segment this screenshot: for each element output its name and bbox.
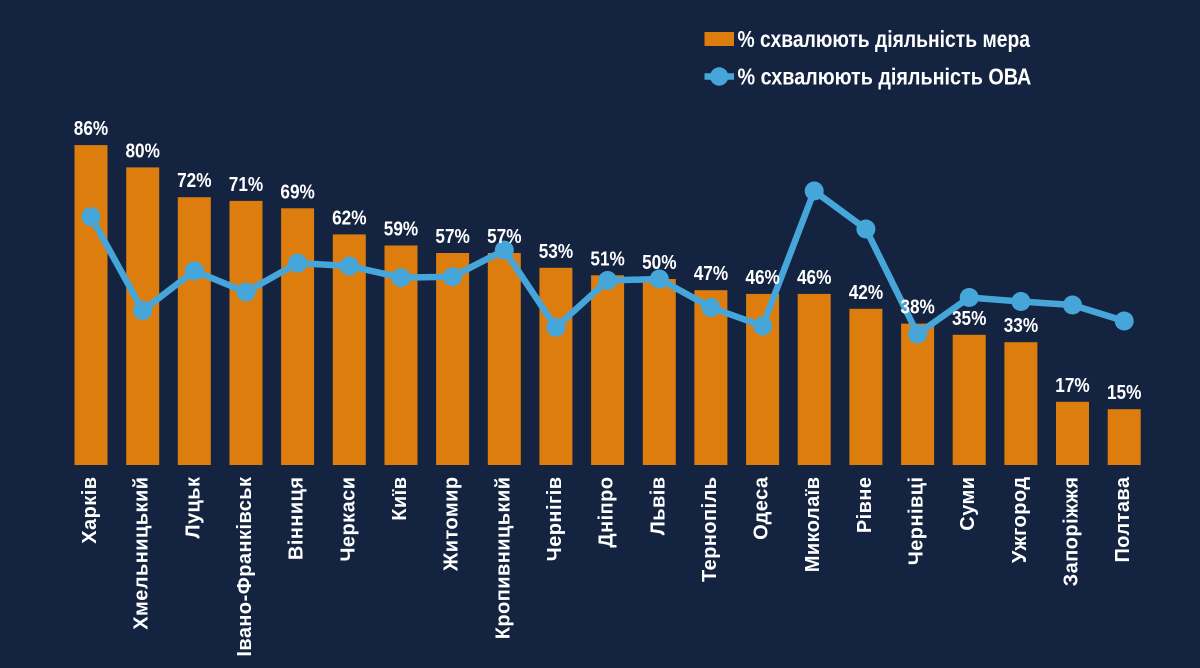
svg-text:Рівне: Рівне	[854, 477, 876, 534]
svg-text:Хмельницький: Хмельницький	[131, 477, 153, 630]
svg-text:62%: 62%	[332, 206, 367, 229]
svg-text:72%: 72%	[177, 169, 212, 192]
svg-text:51%: 51%	[590, 247, 625, 270]
svg-text:Миколаїв: Миколаїв	[802, 477, 824, 573]
svg-text:Дніпро: Дніпро	[596, 477, 618, 548]
svg-text:17%: 17%	[1055, 374, 1090, 397]
svg-text:% схвалюють діяльність ОВА: % схвалюють діяльність ОВА	[738, 64, 1032, 90]
svg-text:69%: 69%	[280, 180, 315, 203]
svg-text:Одеса: Одеса	[751, 476, 773, 540]
svg-text:46%: 46%	[745, 266, 780, 289]
svg-text:33%: 33%	[1004, 314, 1039, 337]
svg-text:Кропивницький: Кропивницький	[492, 477, 514, 640]
svg-text:Вінниця: Вінниця	[286, 477, 308, 561]
svg-text:46%: 46%	[797, 266, 832, 289]
svg-text:15%: 15%	[1107, 381, 1142, 404]
svg-text:42%: 42%	[849, 281, 884, 304]
svg-text:57%: 57%	[487, 225, 522, 248]
svg-text:Чернігів: Чернігів	[544, 477, 566, 562]
svg-text:86%: 86%	[74, 117, 109, 140]
svg-text:Луцьк: Луцьк	[182, 476, 204, 539]
svg-text:Чернівці: Чернівці	[906, 477, 928, 566]
svg-text:50%: 50%	[642, 251, 677, 274]
svg-text:Харків: Харків	[79, 477, 101, 544]
svg-text:Житомир: Житомир	[441, 477, 463, 572]
svg-text:71%: 71%	[229, 173, 264, 196]
svg-text:Київ: Київ	[389, 477, 411, 521]
svg-text:Ужгород: Ужгород	[1009, 477, 1031, 564]
svg-text:57%: 57%	[435, 225, 470, 248]
svg-text:Полтава: Полтава	[1112, 476, 1134, 562]
svg-text:59%: 59%	[384, 217, 419, 240]
svg-text:Запоріжжя: Запоріжжя	[1061, 477, 1083, 587]
svg-text:53%: 53%	[539, 240, 574, 263]
svg-text:35%: 35%	[952, 307, 987, 330]
svg-text:80%: 80%	[125, 139, 160, 162]
svg-text:Івано-Франківськ: Івано-Франківськ	[234, 476, 256, 657]
svg-text:Львів: Львів	[647, 477, 669, 536]
svg-text:Тернопіль: Тернопіль	[699, 477, 721, 583]
svg-text:47%: 47%	[694, 262, 729, 285]
svg-text:38%: 38%	[900, 295, 935, 318]
svg-text:Суми: Суми	[957, 477, 979, 531]
svg-text:Черкаси: Черкаси	[337, 477, 359, 562]
svg-text:% схвалюють діяльність мера: % схвалюють діяльність мера	[738, 28, 1031, 53]
